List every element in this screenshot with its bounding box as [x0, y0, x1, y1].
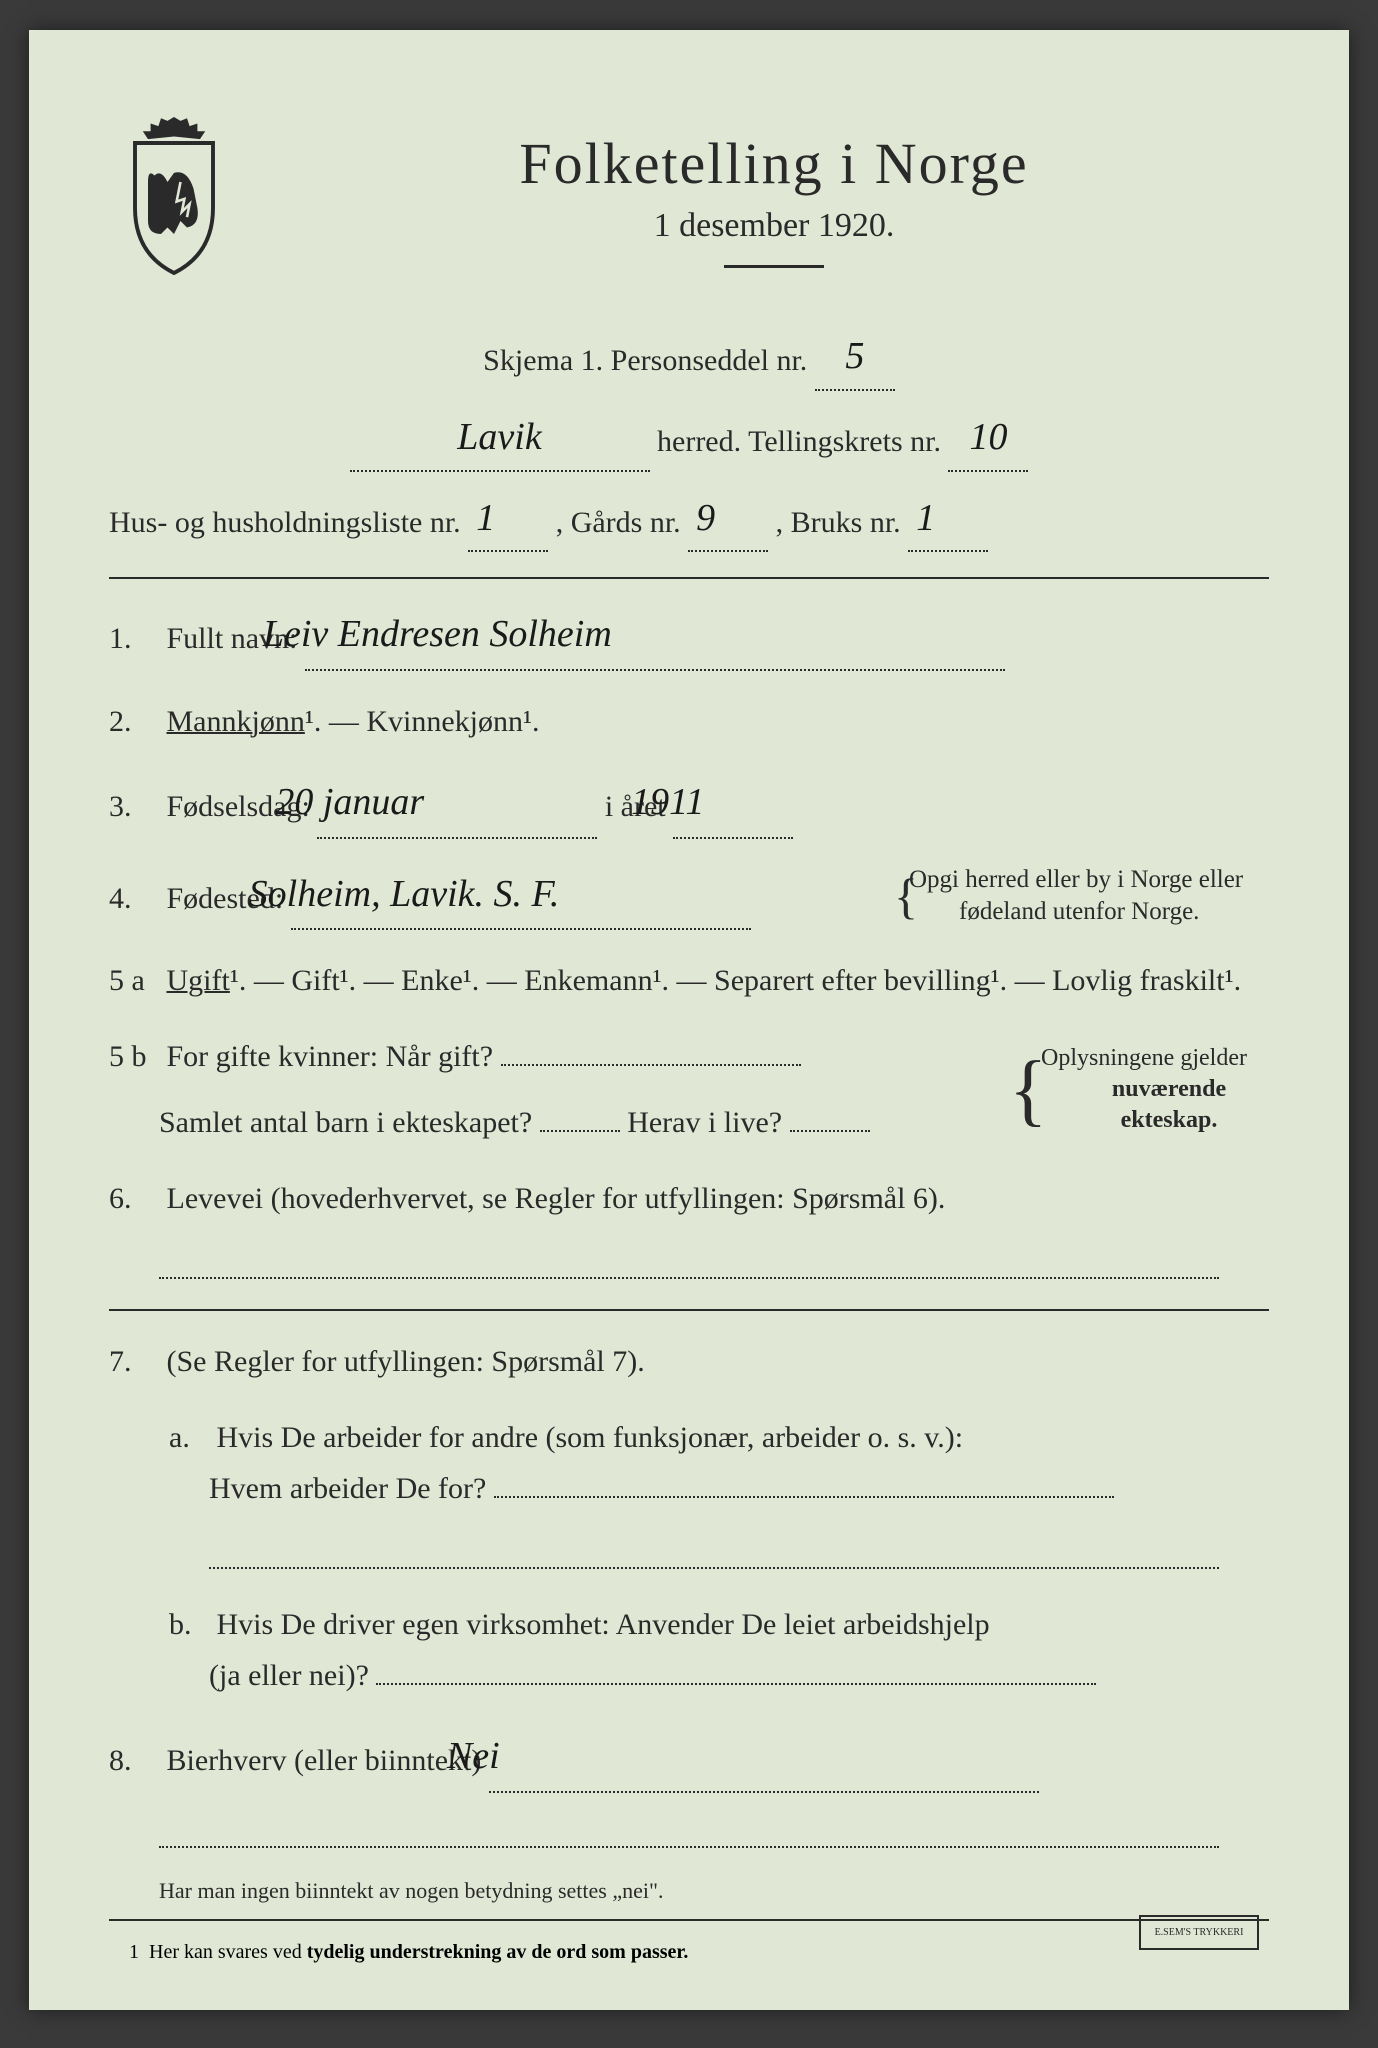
q5b-note-block: { Oplysningene gjelder nuværende ekteska…	[1059, 1043, 1269, 1137]
q7a-text2: Hvem arbeider De for?	[209, 1472, 486, 1505]
separator-2	[109, 1309, 1269, 1311]
q5a-underlined: Ugift	[167, 964, 230, 997]
schema-label: Skjema 1. Personseddel nr.	[483, 344, 807, 377]
q6-num: 6.	[109, 1173, 159, 1224]
q2-rest: ¹. — Kvinnekjønn¹.	[305, 705, 540, 738]
separator-3	[109, 1919, 1269, 1921]
q5b-note: Oplysningene gjelder nuværende ekteskap.	[1069, 1043, 1269, 1137]
q7b-text1: Hvis De driver egen virksomhet: Anvender…	[217, 1608, 990, 1641]
herred-label: herred. Tellingskrets nr.	[657, 425, 941, 458]
q2-underlined: Mannkjønn	[167, 705, 305, 738]
q4: 4. Fødested: Solheim, Lavik. S. F. { Opg…	[109, 864, 1269, 931]
q7-text: (Se Regler for utfyllingen: Spørsmål 7).	[167, 1345, 645, 1378]
header: Folketelling i Norge 1 desember 1920.	[109, 130, 1269, 298]
q3-year: 1911	[631, 781, 704, 823]
q4-value: Solheim, Lavik. S. F.	[249, 873, 560, 915]
q5b-line2b: Herav i live?	[627, 1106, 782, 1139]
tellingskrets-nr: 10	[969, 416, 1007, 458]
title-block: Folketelling i Norge 1 desember 1920.	[279, 130, 1269, 298]
main-title: Folketelling i Norge	[279, 130, 1269, 197]
husliste-label: Hus- og husholdningsliste nr.	[109, 506, 461, 539]
coat-of-arms-icon	[109, 110, 239, 280]
herred-line: Lavik herred. Tellingskrets nr. 10	[109, 409, 1269, 472]
q8-label: Bierhverv (eller biinntekt)	[167, 1744, 482, 1777]
q5b-num: 5 b	[109, 1031, 159, 1082]
q4-note: Opgi herred eller by i Norge eller fødel…	[959, 864, 1269, 929]
q3-num: 3.	[109, 781, 159, 832]
hus-line: Hus- og husholdningsliste nr. 1 , Gårds …	[109, 490, 1269, 553]
census-form-page: Folketelling i Norge 1 desember 1920. Sk…	[29, 30, 1349, 2010]
q6: 6. Levevei (hovederhvervet, se Regler fo…	[109, 1173, 1269, 1224]
q2-num: 2.	[109, 696, 159, 747]
q7-num: 7.	[109, 1336, 159, 1387]
bruks-label: , Bruks nr.	[776, 506, 901, 539]
q8: 8. Bierhverv (eller biinntekt) Nei	[109, 1726, 1269, 1793]
husliste-nr: 1	[476, 497, 495, 539]
q7b: b. Hvis De driver egen virksomhet: Anven…	[109, 1599, 1269, 1701]
q7: 7. (Se Regler for utfyllingen: Spørsmål …	[109, 1336, 1269, 1387]
gards-label: , Gårds nr.	[556, 506, 681, 539]
footnote-instruction: 1 Her kan svares ved tydelig understrekn…	[109, 1941, 1269, 1964]
q3: 3. Fødselsdag: 20 januar i året 1911	[109, 772, 1269, 839]
q8-blank-line	[159, 1818, 1219, 1848]
q6-blank-line	[159, 1249, 1219, 1279]
q8-value: Nei	[447, 1735, 500, 1777]
q1-num: 1.	[109, 613, 159, 664]
q7a: a. Hvis De arbeider for andre (som funks…	[109, 1412, 1269, 1514]
q2: 2. Mannkjønn¹. — Kvinnekjønn¹.	[109, 696, 1269, 747]
q5b-line1: For gifte kvinner: Når gift?	[167, 1040, 494, 1073]
subtitle: 1 desember 1920.	[279, 207, 1269, 245]
q7a-blank-line	[209, 1539, 1219, 1569]
q4-num: 4.	[109, 873, 159, 924]
q5a-num: 5 a	[109, 955, 159, 1006]
q3-day: 20 januar	[275, 781, 424, 823]
title-divider	[724, 265, 824, 268]
footnote-nei: Har man ingen biinntekt av nogen betydni…	[109, 1878, 1269, 1904]
q5b-line2a: Samlet antal barn i ekteskapet?	[159, 1106, 532, 1139]
q6-text: Levevei (hovederhvervet, se Regler for u…	[167, 1182, 946, 1215]
q1: 1. Fullt navn: Leiv Endresen Solheim	[109, 604, 1269, 671]
q5a: 5 a Ugift¹. — Gift¹. — Enke¹. — Enkemann…	[109, 955, 1269, 1006]
schema-line: Skjema 1. Personseddel nr. 5	[109, 328, 1269, 391]
q8-num: 8.	[109, 1735, 159, 1786]
q7a-text1: Hvis De arbeider for andre (som funksjon…	[217, 1421, 964, 1454]
q7b-label: b.	[169, 1599, 209, 1650]
printer-stamp: E.SEM'S TRYKKERI	[1139, 1915, 1259, 1950]
herred-value: Lavik	[457, 416, 541, 458]
q1-value: Leiv Endresen Solheim	[263, 613, 612, 655]
separator-1	[109, 577, 1269, 579]
bruks-nr: 1	[916, 497, 935, 539]
q5a-rest: ¹. — Gift¹. — Enke¹. — Enkemann¹. — Sepa…	[230, 964, 1241, 997]
personseddel-nr: 5	[845, 335, 864, 377]
q7b-text2: (ja eller nei)?	[209, 1659, 369, 1692]
q5b: 5 b For gifte kvinner: Når gift? Samlet …	[109, 1031, 1269, 1148]
q7a-label: a.	[169, 1412, 209, 1463]
gards-nr: 9	[696, 497, 715, 539]
